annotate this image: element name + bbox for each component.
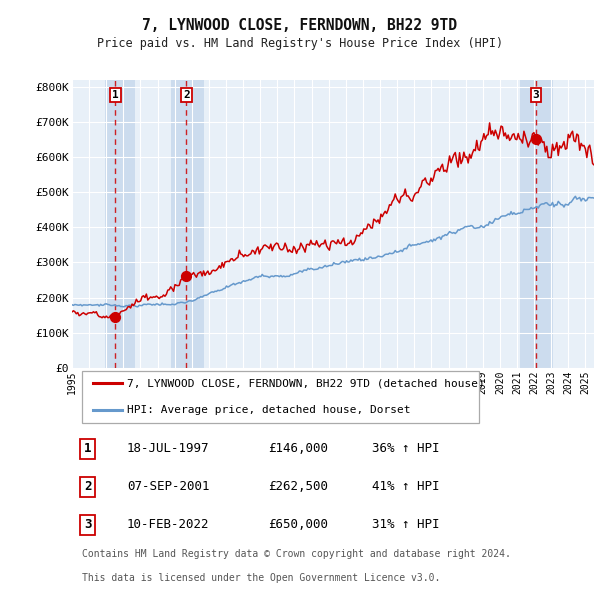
Text: 07-SEP-2001: 07-SEP-2001	[127, 480, 209, 493]
Text: 7, LYNWOOD CLOSE, FERNDOWN, BH22 9TD: 7, LYNWOOD CLOSE, FERNDOWN, BH22 9TD	[143, 18, 458, 32]
Text: £146,000: £146,000	[268, 442, 328, 455]
Text: 3: 3	[533, 90, 539, 100]
Bar	[104, 80, 136, 368]
Text: 1: 1	[84, 442, 91, 455]
Point	[182, 271, 191, 280]
Text: This data is licensed under the Open Government Licence v3.0.: This data is licensed under the Open Gov…	[82, 573, 441, 583]
Text: 2: 2	[183, 90, 190, 100]
Text: 18-JUL-1997: 18-JUL-1997	[127, 442, 209, 455]
Text: 41% ↑ HPI: 41% ↑ HPI	[372, 480, 440, 493]
FancyBboxPatch shape	[82, 371, 479, 423]
Text: 3: 3	[84, 518, 91, 531]
Text: Price paid vs. HM Land Registry's House Price Index (HPI): Price paid vs. HM Land Registry's House …	[97, 37, 503, 50]
Text: 10-FEB-2022: 10-FEB-2022	[127, 518, 209, 531]
Text: 1: 1	[112, 90, 119, 100]
Text: £262,500: £262,500	[268, 480, 328, 493]
Text: 2: 2	[84, 480, 91, 493]
Text: 36% ↑ HPI: 36% ↑ HPI	[372, 442, 440, 455]
Point	[531, 135, 541, 144]
Text: 7, LYNWOOD CLOSE, FERNDOWN, BH22 9TD (detached house): 7, LYNWOOD CLOSE, FERNDOWN, BH22 9TD (de…	[127, 378, 485, 388]
Point	[110, 312, 120, 322]
Text: £650,000: £650,000	[268, 518, 328, 531]
Text: HPI: Average price, detached house, Dorset: HPI: Average price, detached house, Dors…	[127, 405, 410, 415]
Text: Contains HM Land Registry data © Crown copyright and database right 2024.: Contains HM Land Registry data © Crown c…	[82, 549, 511, 559]
Text: 31% ↑ HPI: 31% ↑ HPI	[372, 518, 440, 531]
Bar	[171, 80, 204, 368]
Bar	[520, 80, 553, 368]
